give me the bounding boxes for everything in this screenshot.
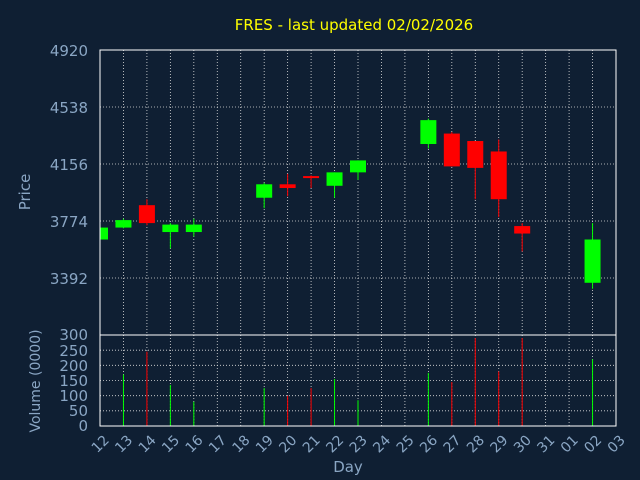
- candle: [138, 199, 155, 226]
- candle-body: [514, 226, 531, 234]
- chart-title: FRES - last updated 02/02/2026: [235, 16, 473, 34]
- candle: [514, 223, 531, 252]
- candle-body: [138, 205, 155, 224]
- volume-tick-label: 0: [78, 417, 88, 435]
- candle-body: [185, 224, 202, 233]
- volume-bars: [122, 338, 594, 426]
- x-axis-label: Day: [333, 458, 363, 476]
- volume-tick-label: 50: [69, 402, 88, 420]
- candle: [467, 141, 484, 200]
- price-panel: 4920 4538 4156 3774 3392 Price: [16, 42, 617, 336]
- candle-body: [326, 172, 343, 186]
- volume-tick-label: 100: [59, 387, 88, 405]
- candle: [584, 223, 601, 289]
- candle-body: [584, 239, 601, 283]
- volume-tick-label: 250: [59, 342, 88, 360]
- candle: [350, 160, 366, 180]
- candle: [115, 218, 132, 229]
- candle-body: [420, 120, 437, 145]
- candle: [256, 182, 273, 209]
- price-y-ticks: 4920 4538 4156 3774 3392: [50, 42, 88, 288]
- candle: [490, 139, 507, 218]
- price-grid: [99, 49, 617, 335]
- candle: [326, 172, 343, 198]
- price-tick-label: 3392: [50, 270, 88, 288]
- volume-tick-label: 300: [59, 326, 88, 344]
- candle-body: [279, 184, 296, 189]
- volume-tick-label: 150: [59, 372, 88, 390]
- x-axis-ticks: 12 13 14 15 16 17 18 19 20 21 22 23 24 25 26 27 28 29 30 31…: [89, 432, 629, 456]
- volume-y-ticks: 300 250 200 150 100 50 0: [59, 326, 88, 435]
- volume-axis-label: Volume (0000): [28, 329, 44, 432]
- price-tick-label: 4920: [50, 42, 88, 60]
- candle-body: [443, 133, 460, 167]
- candle-body: [467, 141, 484, 168]
- candle-body: [303, 176, 320, 179]
- candle: [303, 175, 320, 189]
- volume-frame: [99, 334, 617, 427]
- price-tick-label: 4156: [50, 156, 88, 174]
- price-tick-label: 4538: [50, 99, 88, 117]
- candle-body: [256, 184, 273, 198]
- candles: [99, 118, 601, 289]
- price-axis-label: Price: [16, 174, 34, 211]
- candle-body: [490, 151, 507, 200]
- candle: [443, 132, 460, 167]
- candle: [420, 118, 437, 149]
- candle-body: [162, 224, 179, 233]
- candle-body: [100, 227, 108, 240]
- volume-tick-label: 200: [59, 357, 88, 375]
- candle: [99, 226, 108, 241]
- candle: [162, 223, 179, 249]
- candle-body: [115, 220, 132, 228]
- candle: [185, 218, 202, 237]
- volume-panel: 300 250 200 150 100 50 0 Volume (0000): [28, 326, 617, 435]
- price-tick-label: 3774: [50, 213, 88, 231]
- candle-body: [350, 160, 366, 173]
- candle: [279, 173, 296, 197]
